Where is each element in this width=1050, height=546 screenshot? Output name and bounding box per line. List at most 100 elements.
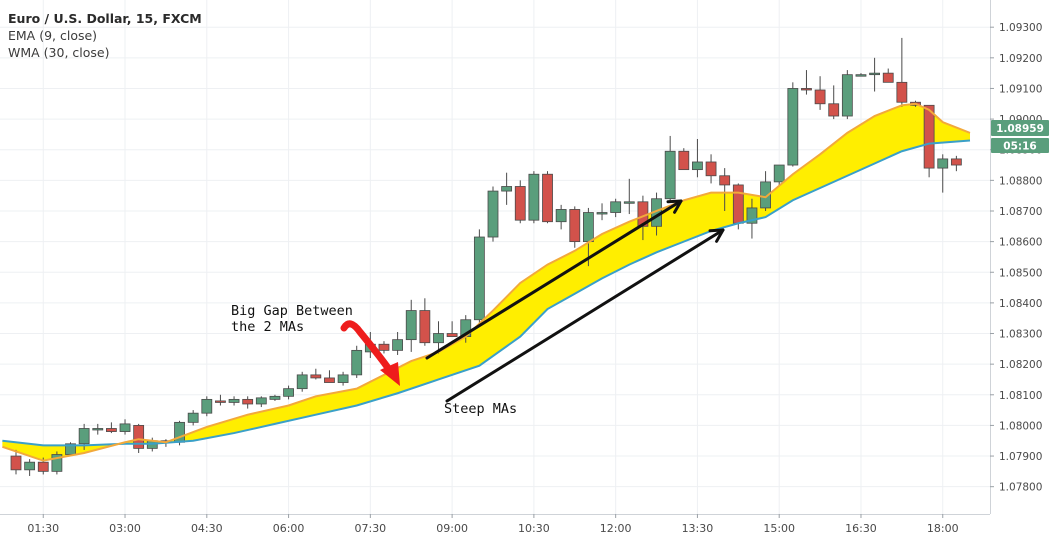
- price-tick-label: 1.08100: [999, 390, 1042, 402]
- annotation-steep-mas: Steep MAs: [444, 401, 517, 417]
- candle-bull: [555, 209, 567, 223]
- candle-bull: [841, 74, 853, 117]
- candle-bull: [78, 428, 90, 445]
- candle-bull: [528, 173, 540, 221]
- candle-bull: [51, 454, 63, 472]
- price-tick-label: 1.08600: [999, 237, 1042, 249]
- price-axis[interactable]: 1.07800 1.07900 1.08000 1.08100 1.08200 1.083…: [990, 22, 1042, 494]
- candle-bear: [801, 88, 812, 91]
- candle-bear: [215, 400, 226, 403]
- annotation-arrows: [340, 199, 725, 403]
- candle-bull: [65, 443, 76, 455]
- price-tick-label: 1.08300: [999, 329, 1042, 341]
- time-tick-label: 12:00: [600, 522, 632, 535]
- time-tick-label: 09:00: [436, 522, 468, 535]
- candle-bear: [106, 428, 117, 432]
- time-tick-label: 04:30: [191, 522, 223, 535]
- candle-bull: [187, 412, 199, 423]
- candle-bull: [92, 428, 104, 431]
- candle-bull: [24, 461, 36, 471]
- candle-bull: [787, 88, 799, 166]
- time-tick-label: 10:30: [518, 522, 550, 535]
- time-tick-label: 16:30: [845, 522, 877, 535]
- time-tick-label: 18:00: [927, 522, 959, 535]
- current-price-badge: 1.08959 05:16: [991, 120, 1049, 153]
- candle-bull: [351, 349, 363, 376]
- candle-bull: [269, 395, 281, 400]
- candle-bull: [392, 339, 404, 351]
- candle-bear: [10, 455, 22, 471]
- ema-legend-label: EMA (9, close): [8, 28, 98, 43]
- candle-bear: [446, 333, 458, 337]
- candle-bear: [923, 104, 935, 169]
- candle-bear: [719, 175, 731, 186]
- price-tick-label: 1.09200: [999, 53, 1042, 65]
- candle-bear: [310, 374, 322, 379]
- candle-bear: [37, 461, 49, 472]
- time-tick-label: 15:00: [763, 522, 795, 535]
- candle-bull: [337, 374, 349, 383]
- price-tick-label: 1.08800: [999, 175, 1042, 187]
- candle-bear: [705, 161, 717, 177]
- candle-bull: [623, 201, 635, 204]
- candle-bull: [255, 397, 267, 405]
- chart-legend: Euro / U.S. Dollar, 15, FXCM EMA (9, clo…: [8, 10, 202, 61]
- arrow-ema-slope-head: [666, 199, 683, 214]
- candle-bull: [433, 333, 444, 344]
- annotation-big-gap-line2: the 2 MAs: [231, 319, 304, 335]
- grid: [0, 0, 990, 514]
- candle-bull: [937, 158, 949, 169]
- price-tick-label: 1.08400: [999, 298, 1042, 310]
- time-axis[interactable]: 01:30 03:00 04:30 06:00 07:30 09:00 10:30 12:00…: [27, 514, 959, 535]
- candle-bear: [242, 398, 254, 405]
- bar-countdown-label: 05:16: [1003, 141, 1036, 153]
- candle-bull: [283, 388, 294, 397]
- time-tick-label: 07:30: [354, 522, 386, 535]
- candle-bull: [473, 236, 485, 321]
- current-price-label: 1.08959: [996, 123, 1044, 135]
- candle-bull: [201, 398, 213, 414]
- candle-bear: [678, 150, 690, 171]
- wma-line: [2, 139, 971, 447]
- candle-bull: [296, 374, 308, 390]
- price-tick-label: 1.07800: [999, 482, 1042, 494]
- candle-bear: [950, 158, 962, 166]
- candle-bear: [814, 89, 826, 105]
- red-gap-arrow-head: [380, 362, 400, 386]
- time-tick-label: 03:00: [109, 522, 141, 535]
- candle-bull: [405, 310, 417, 341]
- candle-bull: [746, 207, 758, 224]
- candle-bear: [514, 186, 526, 221]
- candle-bull: [487, 190, 499, 238]
- candle-bear: [882, 72, 894, 83]
- candle-bull: [583, 212, 594, 243]
- candle-bull: [501, 186, 513, 192]
- candle-bear: [542, 173, 553, 223]
- candle-bull: [692, 161, 703, 171]
- annotation-big-gap-line1: Big Gap Between: [231, 303, 353, 319]
- candle-bull: [773, 164, 785, 183]
- symbol-title: Euro / U.S. Dollar, 15, FXCM: [8, 11, 202, 26]
- candle-bear: [324, 377, 335, 383]
- time-tick-label: 06:00: [273, 522, 305, 535]
- candle-bull: [610, 201, 622, 213]
- time-tick-label: 13:30: [682, 522, 714, 535]
- candle-bear: [419, 310, 431, 344]
- price-tick-label: 1.08500: [999, 267, 1042, 279]
- price-tick-label: 1.08200: [999, 359, 1042, 371]
- candle-bear: [732, 184, 744, 224]
- candle-bull: [596, 212, 608, 215]
- price-tick-label: 1.07900: [999, 451, 1042, 463]
- candle-bull: [855, 74, 867, 77]
- price-tick-label: 1.08000: [999, 420, 1042, 432]
- ma-lines: [2, 102, 971, 462]
- arrow-ema-slope: [425, 199, 683, 360]
- candle-bull: [664, 150, 676, 200]
- candle-bear: [378, 343, 390, 351]
- candle-bull: [760, 181, 771, 209]
- candle-bull: [119, 423, 131, 432]
- price-tick-label: 1.08700: [999, 206, 1042, 218]
- candle-bear: [569, 209, 581, 243]
- candle-bear: [896, 81, 908, 103]
